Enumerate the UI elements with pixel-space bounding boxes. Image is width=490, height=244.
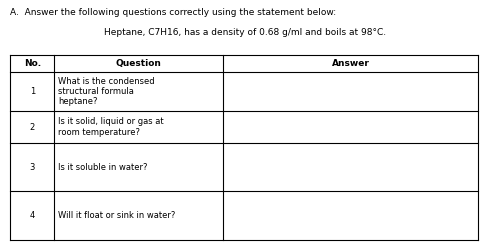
Text: 2: 2 bbox=[29, 122, 35, 132]
Text: 4: 4 bbox=[29, 211, 35, 220]
Text: Is it solid, liquid or gas at
room temperature?: Is it solid, liquid or gas at room tempe… bbox=[58, 117, 164, 137]
Text: No.: No. bbox=[24, 59, 41, 68]
Text: Heptane, C7H16, has a density of 0.68 g/ml and boils at 98°C.: Heptane, C7H16, has a density of 0.68 g/… bbox=[104, 28, 386, 37]
Text: 3: 3 bbox=[29, 163, 35, 172]
Text: A.  Answer the following questions correctly using the statement below:: A. Answer the following questions correc… bbox=[10, 8, 336, 17]
Text: Will it float or sink in water?: Will it float or sink in water? bbox=[58, 211, 176, 220]
Text: Question: Question bbox=[116, 59, 162, 68]
Text: What is the condensed
structural formula
heptane?: What is the condensed structural formula… bbox=[58, 77, 155, 106]
Text: Is it soluble in water?: Is it soluble in water? bbox=[58, 163, 148, 172]
Text: Answer: Answer bbox=[332, 59, 369, 68]
Text: 1: 1 bbox=[29, 87, 35, 96]
